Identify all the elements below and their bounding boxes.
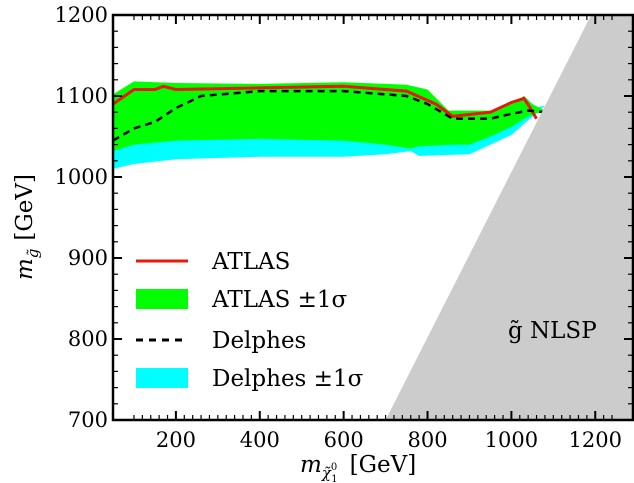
x-tick-label: 1200 <box>569 428 622 452</box>
y-tick-label: 700 <box>68 408 108 432</box>
y-tick-label: 1100 <box>55 84 108 108</box>
y-tick-label: 800 <box>68 327 108 351</box>
legend-label: ATLAS ±1σ <box>211 287 348 313</box>
x-axis-title-unit: [GeV] <box>350 452 417 478</box>
y-tick-label: 1000 <box>55 165 108 189</box>
legend-label: ATLAS <box>211 249 290 275</box>
atlas-line <box>113 84 538 120</box>
y-tick-label: 900 <box>68 246 108 270</box>
y-axis-title-symbol: m <box>12 258 38 280</box>
y-axis-title-subscript: g̃ <box>24 249 42 259</box>
legend-entry-1: ATLAS <box>136 249 290 275</box>
y-axis-title-unit: [GeV] <box>12 174 38 241</box>
x-axis-title-symbol: m <box>300 452 322 478</box>
legend-swatch-band <box>136 289 188 309</box>
excluded-region <box>385 15 633 420</box>
plot-frame <box>111 13 634 422</box>
y-axis-title: mg̃ [GeV] <box>12 174 42 280</box>
legend-entry-4: Delphes ±1σ <box>136 366 364 392</box>
region-label: g̃ NLSP <box>508 318 597 344</box>
x-axis-title: mχ̃0 1 [GeV] <box>300 452 416 483</box>
x-axis-title-subscript: χ̃ <box>321 464 332 482</box>
legend-entry-3: Delphes <box>136 328 306 354</box>
x-tick-label: 200 <box>156 428 196 452</box>
legend: ATLAS ATLAS ±1σ Delphes Delphes ±1σ <box>136 249 364 392</box>
atlas-1-band <box>113 81 545 152</box>
x-axis-title-subscript-superscript: 0 <box>331 462 337 473</box>
x-tick-label: 400 <box>240 428 280 452</box>
x-axis-title-subscript-subscript: 1 <box>331 474 337 483</box>
plot-layer: g̃ NLSP <box>113 15 633 420</box>
legend-entry-2: ATLAS ±1σ <box>136 287 348 313</box>
legend-label: Delphes ±1σ <box>212 366 364 392</box>
axes: 200 400 600 800 1000 1200 700 800 900 1000 1100 120… <box>12 3 634 483</box>
legend-swatch-band <box>136 368 188 388</box>
x-tick-label: 1000 <box>485 428 538 452</box>
delphes-dashed-line <box>113 89 546 142</box>
legend-label: Delphes <box>212 328 306 354</box>
x-tick-label: 800 <box>407 428 447 452</box>
y-tick-label: 1200 <box>55 3 108 27</box>
x-tick-label: 600 <box>324 428 364 452</box>
plot-area: g̃ NLSP <box>113 15 633 420</box>
